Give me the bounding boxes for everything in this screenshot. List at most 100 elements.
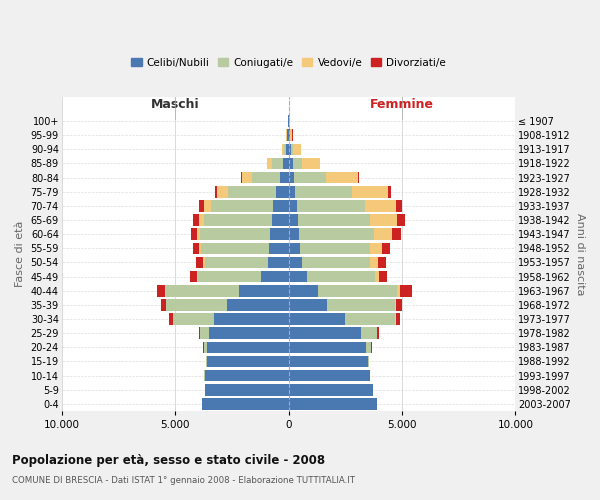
Y-axis label: Fasce di età: Fasce di età — [15, 221, 25, 287]
Bar — [166, 285, 239, 296]
Bar — [289, 356, 368, 368]
Bar — [395, 313, 400, 325]
Bar — [289, 256, 302, 268]
Bar — [289, 271, 307, 282]
Bar — [202, 398, 289, 409]
Bar — [370, 242, 382, 254]
Bar — [268, 256, 289, 268]
Bar — [361, 328, 377, 339]
Text: COMUNE DI BRESCIA - Dati ISTAT 1° gennaio 2008 - Elaborazione TUTTITALIA.IT: COMUNE DI BRESCIA - Dati ISTAT 1° gennai… — [12, 476, 355, 485]
Bar — [397, 200, 402, 211]
Bar — [289, 370, 370, 382]
Bar — [392, 228, 401, 240]
Text: Popolazione per età, sesso e stato civile - 2008: Popolazione per età, sesso e stato civil… — [12, 454, 325, 467]
Bar — [379, 271, 387, 282]
Bar — [203, 256, 205, 268]
Bar — [252, 172, 280, 184]
Bar — [289, 242, 300, 254]
Bar — [267, 158, 272, 169]
Bar — [272, 158, 283, 169]
Bar — [282, 144, 284, 155]
Bar — [289, 328, 361, 339]
Bar — [193, 242, 199, 254]
Text: Maschi: Maschi — [151, 98, 199, 110]
Bar — [327, 299, 395, 310]
Bar — [293, 158, 302, 169]
Bar — [284, 144, 286, 155]
Bar — [203, 200, 211, 211]
Bar — [370, 256, 378, 268]
Bar — [242, 172, 252, 184]
Legend: Celibi/Nubili, Coniugati/e, Vedovi/e, Divorziati/e: Celibi/Nubili, Coniugati/e, Vedovi/e, Di… — [127, 54, 450, 72]
Bar — [382, 242, 389, 254]
Bar — [289, 115, 290, 127]
Bar — [214, 313, 289, 325]
Bar — [326, 172, 358, 184]
Bar — [199, 214, 203, 226]
Bar — [209, 328, 289, 339]
Bar — [397, 299, 402, 310]
Bar — [366, 342, 371, 353]
Bar — [161, 299, 166, 310]
Bar — [395, 299, 397, 310]
Bar — [199, 328, 200, 339]
Bar — [229, 186, 276, 198]
Bar — [166, 299, 227, 310]
Bar — [307, 271, 375, 282]
Bar — [400, 285, 412, 296]
Bar — [296, 200, 365, 211]
Bar — [283, 158, 289, 169]
Bar — [289, 130, 290, 141]
Bar — [289, 299, 327, 310]
Bar — [241, 172, 242, 184]
Bar — [269, 242, 289, 254]
Bar — [289, 398, 377, 409]
Bar — [205, 256, 268, 268]
Bar — [298, 214, 370, 226]
Bar — [205, 370, 289, 382]
Bar — [193, 214, 199, 226]
Bar — [201, 242, 269, 254]
Bar — [287, 130, 289, 141]
Bar — [397, 214, 406, 226]
Bar — [375, 271, 379, 282]
Bar — [294, 172, 326, 184]
Bar — [289, 228, 299, 240]
Bar — [198, 271, 262, 282]
Bar — [300, 242, 370, 254]
Bar — [378, 256, 386, 268]
Bar — [203, 214, 272, 226]
Bar — [302, 256, 370, 268]
Bar — [289, 200, 296, 211]
Bar — [289, 384, 373, 396]
Bar — [302, 158, 320, 169]
Bar — [203, 342, 207, 353]
Bar — [271, 228, 289, 240]
Bar — [289, 285, 318, 296]
Text: Femmine: Femmine — [370, 98, 434, 110]
Bar — [352, 186, 388, 198]
Bar — [346, 313, 395, 325]
Bar — [169, 313, 173, 325]
Bar — [273, 200, 289, 211]
Bar — [289, 144, 291, 155]
Bar — [207, 342, 289, 353]
Bar — [276, 186, 289, 198]
Bar — [199, 200, 203, 211]
Bar — [239, 285, 289, 296]
Bar — [211, 200, 273, 211]
Bar — [197, 271, 198, 282]
Bar — [388, 186, 391, 198]
Bar — [291, 144, 293, 155]
Bar — [318, 285, 397, 296]
Bar — [173, 313, 214, 325]
Bar — [197, 228, 200, 240]
Bar — [289, 214, 298, 226]
Bar — [205, 384, 289, 396]
Bar — [374, 228, 392, 240]
Bar — [227, 299, 289, 310]
Bar — [280, 172, 289, 184]
Bar — [207, 356, 289, 368]
Bar — [358, 172, 359, 184]
Bar — [200, 328, 209, 339]
